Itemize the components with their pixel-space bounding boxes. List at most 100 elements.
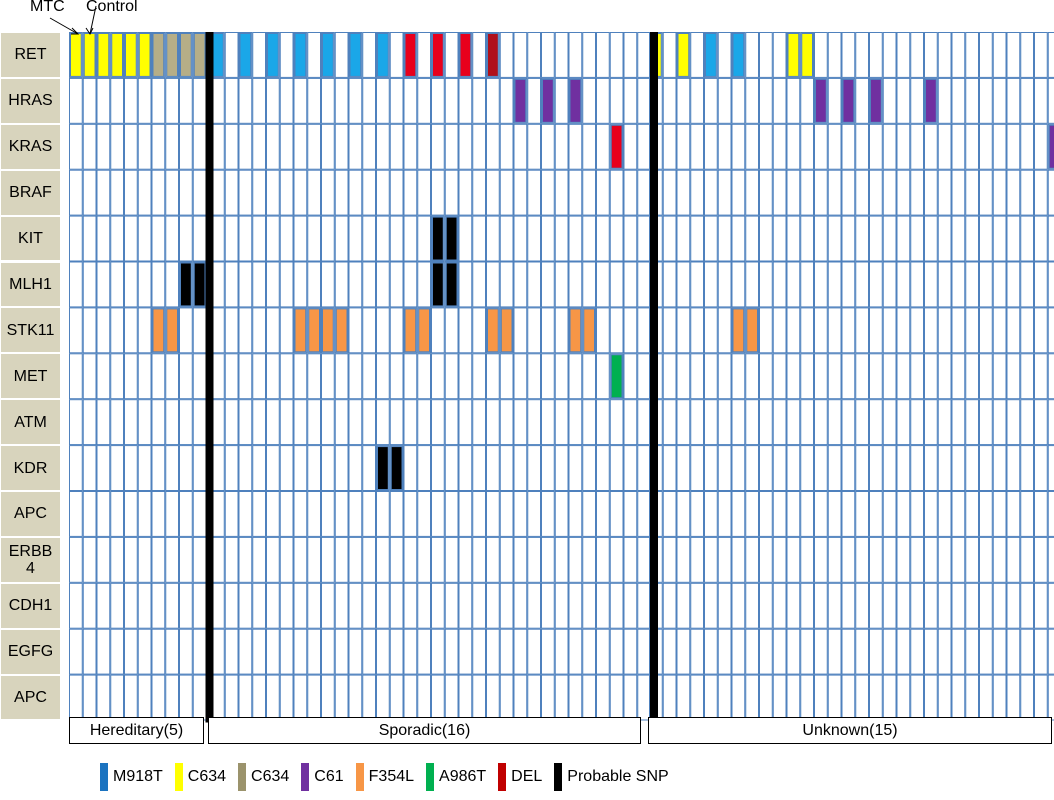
grid-cell [827,169,842,216]
grid-cell [896,307,911,354]
grid-cell [376,536,390,583]
grid-cell [662,536,677,583]
grid-cell [965,353,979,400]
grid-cell [882,123,897,170]
grid-cell [541,123,555,170]
grid-cell [137,674,152,721]
grid-cell [951,399,966,446]
grid-cell [486,628,500,675]
grid-cell [124,307,138,354]
grid-cell [224,399,239,446]
grid-cell [124,215,138,262]
grid-cell [623,261,638,308]
group-label-box: Sporadic(16) [208,717,641,744]
grid-cell [800,674,814,721]
grid-cell [458,445,473,492]
grid-cell [192,169,207,216]
grid-cell [389,169,404,216]
grid-cell [362,628,376,675]
grid-cell [279,536,294,583]
grid-cell [800,491,814,537]
grid-cell [814,536,828,583]
grid-cell [417,77,431,124]
grid-cell [596,445,610,492]
grid-cell [951,628,966,675]
grid-cell [623,32,638,78]
grid-cell [924,261,938,308]
grid-cell [513,674,528,721]
grid-cell [403,169,418,216]
legend-swatch [554,763,563,791]
mutation-cell-ret [404,33,417,77]
grid-cell [827,123,842,170]
grid-cell [69,582,83,629]
grid-cell [376,215,390,262]
grid-cell [800,307,814,354]
grid-cell [444,628,459,675]
grid-cell [690,628,704,675]
grid-cell [179,353,193,400]
grid-cell [238,261,253,308]
mutation-cell-ret [459,33,472,77]
grid-cell [910,399,924,446]
mutation-cell-ret [180,33,192,77]
mutation-cell-mlh1 [180,262,192,307]
mutation-cell-stk11 [418,308,430,353]
grid-cell [69,353,83,400]
grid-cell [772,445,787,492]
grid-cell [827,261,842,308]
grid-cell [499,77,514,124]
grid-cell [869,582,883,629]
grid-cell [965,32,979,78]
grid-cell [513,32,528,78]
grid-cell [662,32,677,78]
grid-cell [869,215,883,262]
grid-cell [1006,445,1021,492]
grid-cell [869,445,883,492]
grid-cell [992,169,1007,216]
grid-cell [124,536,138,583]
grid-cell [224,77,239,124]
grid-cell [541,445,555,492]
grid-cell [855,307,869,354]
grid-cell [96,674,111,721]
grid-cell [568,123,583,170]
grid-cell [179,445,193,492]
legend-label: A986T [439,768,487,785]
grid-cell [293,628,308,675]
mutation-cell-mlh1 [445,262,458,307]
grid-cell [582,399,596,446]
grid-cell [623,77,638,124]
grid-cell [334,536,349,583]
grid-cell [279,215,294,262]
grid-cell [1047,399,1054,446]
grid-cell [1047,445,1054,492]
grid-cell [690,536,704,583]
grid-cell [151,536,166,583]
grid-cell [417,123,431,170]
mutation-cell-ret [294,33,307,77]
grid-cell [444,582,459,629]
grid-cell [841,491,856,537]
legend-swatch [301,763,310,791]
grid-cell [279,674,294,721]
mutation-cell-ret [349,33,362,77]
grid-cell [937,582,952,629]
grid-cell [717,77,732,124]
grid-cell [841,169,856,216]
grid-cell [637,536,651,583]
grid-cell [814,445,828,492]
grid-cell [910,32,924,78]
grid-cell [334,582,349,629]
grid-cell [69,307,83,354]
legend-label: Probable SNP [567,768,669,785]
grid-cell [486,674,500,721]
grid-cell [348,77,363,124]
mutation-cell-stk11 [166,308,178,353]
mutation-cell-ret [322,33,334,77]
grid-cell [637,123,651,170]
grid-cell [609,215,624,262]
grid-cell [192,307,207,354]
grid-cell [266,399,280,446]
grid-cell [321,399,335,446]
